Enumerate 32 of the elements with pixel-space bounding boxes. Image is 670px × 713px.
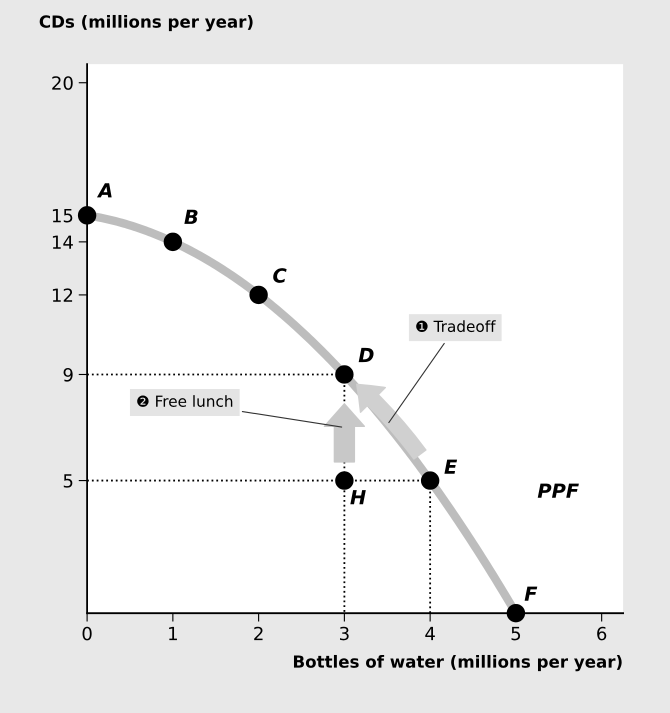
- annotation: A: [96, 183, 112, 198]
- x-tick-label: 2: [254, 626, 263, 640]
- annotation: PPF: [538, 484, 579, 498]
- y-axis-title: CDs (millions per year): [40, 14, 253, 32]
- annotation: C: [273, 268, 287, 283]
- point: [335, 365, 354, 384]
- annotation: B: [184, 210, 198, 224]
- point: [335, 471, 354, 490]
- x-tick-label: 4: [425, 626, 435, 640]
- x-tick-label: 1: [169, 626, 177, 640]
- annotation: E: [444, 460, 458, 474]
- y-tick-label: 15: [52, 209, 72, 222]
- point: [78, 206, 96, 225]
- point: [249, 286, 268, 304]
- x-axis-title: Bottles of water (millions per year): [294, 654, 622, 672]
- point: [506, 604, 526, 622]
- point: [420, 471, 440, 490]
- annotation: ❶ Tradeoff: [416, 320, 496, 332]
- annotation: F: [524, 586, 538, 601]
- x-tick-label: 5: [512, 626, 520, 640]
- point: [164, 232, 182, 252]
- y-tick-label: 12: [52, 288, 72, 302]
- y-tick-label: 20: [52, 76, 73, 90]
- annotation: D: [358, 348, 374, 362]
- y-tick-label: 5: [64, 474, 72, 488]
- x-tick-label: 6: [597, 626, 606, 640]
- y-tick-label: 9: [64, 368, 73, 382]
- x-tick-label: 3: [340, 626, 349, 640]
- y-tick-label: 14: [52, 236, 73, 249]
- annotation: ❷ Free lunch: [137, 395, 232, 407]
- annotation: H: [350, 490, 366, 504]
- x-tick-label: 0: [82, 626, 92, 640]
